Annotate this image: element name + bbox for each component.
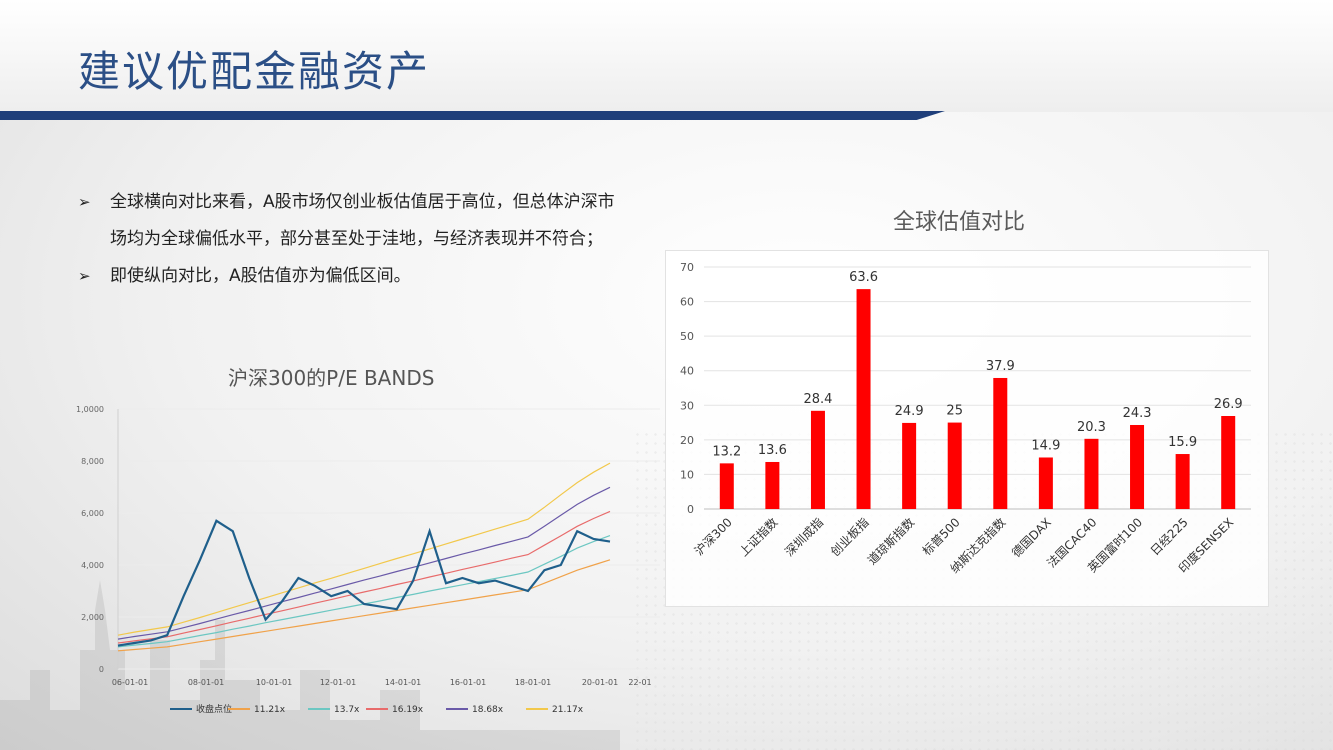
x-tick-label: 上证指数 (736, 515, 781, 560)
bar (856, 289, 871, 509)
data-label: 20.3 (1077, 420, 1106, 435)
bullet-item: ➢ 即使纵向对比，A股估值亦为偏低区间。 (78, 258, 618, 295)
data-label: 13.6 (758, 443, 787, 458)
y-tick-label: 60 (680, 296, 694, 309)
x-tick-label: 日经225 (1148, 515, 1191, 558)
bar (765, 461, 780, 509)
legend-label: 收盘点位 (196, 703, 232, 715)
data-label: 63.6 (849, 270, 878, 285)
global-valuation-title: 全球估值对比 (893, 210, 1026, 235)
bar (810, 410, 825, 509)
x-tick-label: 22-01 (628, 678, 651, 687)
arrow-bullet-icon: ➢ (78, 267, 91, 285)
legend-label: 18.68x (472, 705, 504, 715)
y-tick-label: 0 (687, 503, 694, 516)
x-tick-label: 16-01-01 (450, 678, 486, 687)
series-line (117, 535, 611, 648)
global-valuation-panel: 0 10 20 30 40 50 60 70 13.2 沪深300 13.6 上证指数 28.4 深圳成指… (665, 250, 1269, 607)
x-tick-label: 德国DAX (1008, 515, 1054, 561)
y-tick-label: 70 (680, 261, 694, 274)
x-tick-label: 08-01-01 (188, 678, 224, 687)
y-tick-label: 50 (680, 330, 694, 343)
pe-bands-title: 沪深300的P/E BANDS (228, 366, 435, 390)
y-tick-label: 8,000 (81, 457, 104, 466)
title-underline-bar (0, 111, 945, 120)
data-label: 25 (946, 404, 963, 419)
x-tick-label: 06-01-01 (112, 678, 148, 687)
x-tick-label: 12-01-01 (320, 678, 356, 687)
legend-label: 16.19x (392, 705, 424, 715)
x-tick-label: 20-01-01 (582, 678, 618, 687)
y-tick-label: 0 (99, 665, 104, 674)
data-label: 37.9 (986, 359, 1015, 374)
global-valuation-bar-chart: 0 10 20 30 40 50 60 70 13.2 沪深300 13.6 上证指数 28.4 深圳成指… (680, 261, 1251, 576)
slide-title: 建议优配金融资产 (78, 47, 431, 96)
bar (1221, 416, 1236, 509)
y-tick-label: 30 (680, 399, 694, 412)
legend-label: 21.17x (552, 705, 584, 715)
bar (719, 463, 734, 509)
arrow-bullet-icon: ➢ (78, 193, 91, 211)
data-label: 28.4 (803, 392, 832, 407)
x-tick-label: 18-01-01 (515, 678, 551, 687)
bullet-text: 即使纵向对比，A股估值亦为偏低区间。 (110, 266, 411, 286)
bullet-text: 全球横向对比来看，A股市场仅创业板估值居于高位，但总体沪深市场均为全球偏低水平，… (110, 192, 615, 249)
background-skyline (0, 580, 620, 750)
y-tick-label: 40 (680, 365, 694, 378)
x-tick-label: 深圳成指 (782, 515, 827, 560)
x-tick-label: 10-01-01 (256, 678, 292, 687)
x-tick-label: 标普500 (920, 515, 963, 558)
series-line (117, 519, 611, 647)
x-tick-label: 创业板指 (827, 515, 872, 560)
data-label: 13.2 (712, 444, 741, 459)
x-tick-label: 沪深300 (692, 515, 735, 558)
bar (993, 377, 1008, 509)
y-tick-label: 6,000 (81, 509, 104, 518)
x-tick-label: 14-01-01 (385, 678, 421, 687)
bar (1130, 424, 1145, 509)
x-tick-label: 道琼斯指数 (864, 515, 917, 568)
bar (1175, 454, 1190, 509)
bullet-list: ➢ 全球横向对比来看，A股市场仅创业板估值居于高位，但总体沪深市场均为全球偏低水… (78, 184, 618, 295)
bar (902, 422, 917, 509)
bar (947, 422, 962, 509)
data-label: 14.9 (1031, 438, 1060, 453)
bar (1084, 438, 1099, 509)
y-tick-label: 2,000 (81, 613, 104, 622)
legend-label: 11.21x (254, 705, 286, 715)
data-label: 24.9 (895, 404, 924, 419)
data-label: 24.3 (1123, 406, 1152, 421)
data-label: 15.9 (1168, 435, 1197, 450)
y-tick-label: 10 (680, 468, 694, 481)
y-tick-label: 20 (680, 434, 694, 447)
series-line (117, 510, 611, 644)
y-tick-label: 1,0000 (76, 405, 104, 414)
title-band (0, 0, 1333, 112)
pe-bands-chart: 0 2,000 4,000 6,000 8,000 1,0000 06-01-01 08-01… (76, 405, 660, 715)
bullet-item: ➢ 全球横向对比来看，A股市场仅创业板估值居于高位，但总体沪深市场均为全球偏低水… (78, 184, 618, 258)
y-tick-label: 4,000 (81, 561, 104, 570)
legend-label: 13.7x (334, 705, 360, 715)
series-line (117, 486, 611, 640)
bar (1038, 457, 1053, 509)
data-label: 26.9 (1214, 397, 1243, 412)
series-line (117, 462, 611, 636)
